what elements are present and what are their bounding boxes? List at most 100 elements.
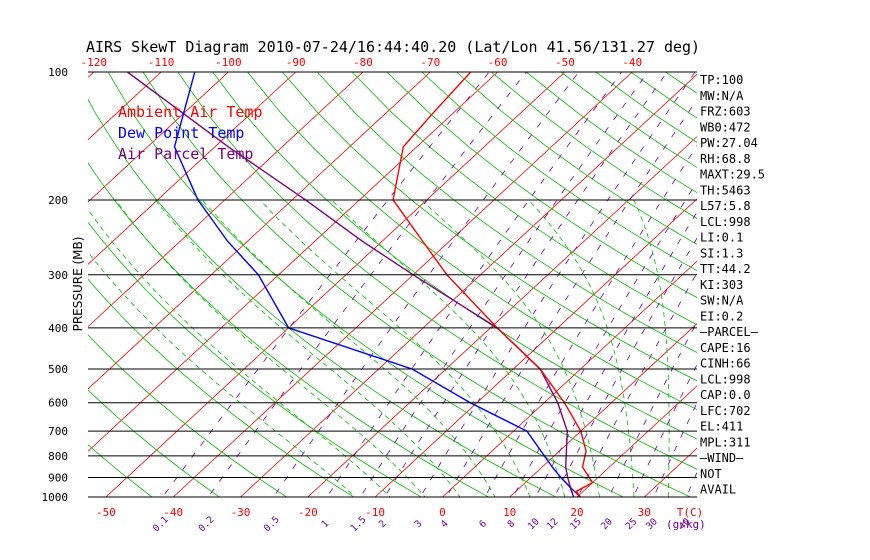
isotherm-line [88,72,296,265]
moist-adiabat-line [528,199,635,497]
isotherm-line [105,72,566,497]
dry-adiabat-line [281,72,697,382]
index-entry: L57:5.8 [700,199,751,213]
mixing-ratio-line [632,363,697,497]
moist-adiabat-line [88,208,391,497]
moist-adiabat-line [115,199,426,497]
index-entry: EI:0.2 [700,309,743,323]
index-entry: TH:5463 [700,183,751,197]
index-entry: MW:N/A [700,89,744,103]
isotherm-line [374,198,697,497]
dry-adiabat-line [456,72,697,245]
mixing-ratio-tick-label: 0.2 [197,514,217,534]
mixing-ratio-line [686,471,697,497]
isotherm-line [307,136,697,497]
mixing-ratio-line [207,72,527,497]
top-temp-tick-label: -70 [420,56,440,69]
bottom-temp-tick-label: -10 [365,506,385,519]
top-temp-tick-label: -80 [353,56,373,69]
mixing-ratio-line [484,145,697,497]
isotherm-line [88,72,229,203]
mixing-ratio-tick-label: 2 [377,518,389,530]
top-temp-tick-label: -50 [555,56,575,69]
pressure-tick-label: 900 [48,472,68,485]
moist-adiabat-line [154,199,461,497]
legend-entry: Ambient Air Temp [118,103,263,121]
dry-adiabat-line [88,221,423,497]
bottom-temp-tick-label: 30 [638,506,651,519]
mixing-ratio-line [653,401,697,497]
top-temp-tick-label: -40 [622,56,642,69]
mixing-ratio-tick-label: 0.5 [262,514,282,534]
top-temp-tick-label: -90 [286,56,306,69]
bottom-temp-tick-label: -20 [298,506,318,519]
pressure-tick-label: 1000 [42,491,69,504]
mixing-ratio-tick-label: 10 [526,516,542,532]
mixing-ratio-tick-label: 8 [505,518,517,530]
mixing-ratio-line [419,72,696,497]
isotherm-line [88,72,431,390]
isotherm-line [0,72,27,497]
mixing-ratio-tick-label: 1 [319,518,331,530]
index-entry: CAPE:16 [700,341,751,355]
mixing-ratio-line [273,72,580,497]
dry-adiabat-line [805,72,870,506]
pressure-tick-label: 100 [48,66,68,79]
pressure-tick-label: 400 [48,322,68,335]
mixing-ratio-unit: (g/kg) [666,518,706,531]
dry-adiabat-line [840,72,870,506]
index-entry: MPL:311 [700,435,751,449]
dry-adiabat-line [212,72,697,440]
top-temp-tick-label: -100 [215,56,242,69]
top-temp-tick-label: -60 [488,56,508,69]
bottom-temp-tick-label: -40 [163,506,183,519]
index-entry: LI:0.1 [700,231,743,245]
isotherm-line [779,72,870,497]
index-entry: AVAIL [700,483,736,497]
index-entry: WB0:472 [700,120,751,134]
isotherm-line [442,260,697,497]
isotherm-line [509,323,697,497]
background-lines [0,72,870,506]
dry-adiabat-line [88,334,288,497]
index-entry: RH:68.8 [700,152,751,166]
index-entry: CINH:66 [700,357,751,371]
mixing-ratio-line [608,321,697,497]
moist-adiabat-line [633,199,670,497]
mixing-ratio-line [359,72,649,497]
bottom-temp-tick-label: 10 [503,506,516,519]
legend-entry: Dew Point Temp [118,124,244,142]
mixing-ratio-line [384,72,668,497]
moist-adiabat-line [421,199,600,497]
plot-frame [88,71,697,498]
dry-adiabat-line [247,72,697,411]
legend-entry: Air Parcel Temp [118,145,253,163]
mixing-ratio-line [577,272,697,497]
top-temp-tick-label: -120 [81,56,108,69]
dry-adiabat-line [421,72,697,272]
y-axis-label: PRESSURE (MB) [71,237,85,332]
dry-adiabat-line [770,72,870,506]
pressure-tick-label: 600 [48,397,68,410]
index-entry: LCL:998 [700,215,751,229]
mixing-ratio-tick-label: 3 [413,518,425,530]
index-entry: EL:411 [700,420,743,434]
index-entry: KI:303 [700,278,743,292]
isotherm-line [88,72,364,328]
mixing-ratio-line [446,98,697,497]
dry-adiabat-line [177,72,697,470]
pressure-tick-label: 300 [48,269,68,282]
isotherm-line [88,72,498,452]
pressure-tick-label: 200 [48,194,68,207]
index-entry: TT:44.2 [700,262,751,276]
moist-adiabat-line [201,199,496,497]
dry-adiabat-line [351,72,697,326]
isotherm-line [172,72,633,497]
pressure-tick-label: 500 [48,363,68,376]
bottom-temp-tick-label: -50 [96,506,116,519]
dry-adiabat-line [88,444,153,497]
pressure-tick-label: 800 [48,450,68,463]
isotherm-line [576,385,697,497]
